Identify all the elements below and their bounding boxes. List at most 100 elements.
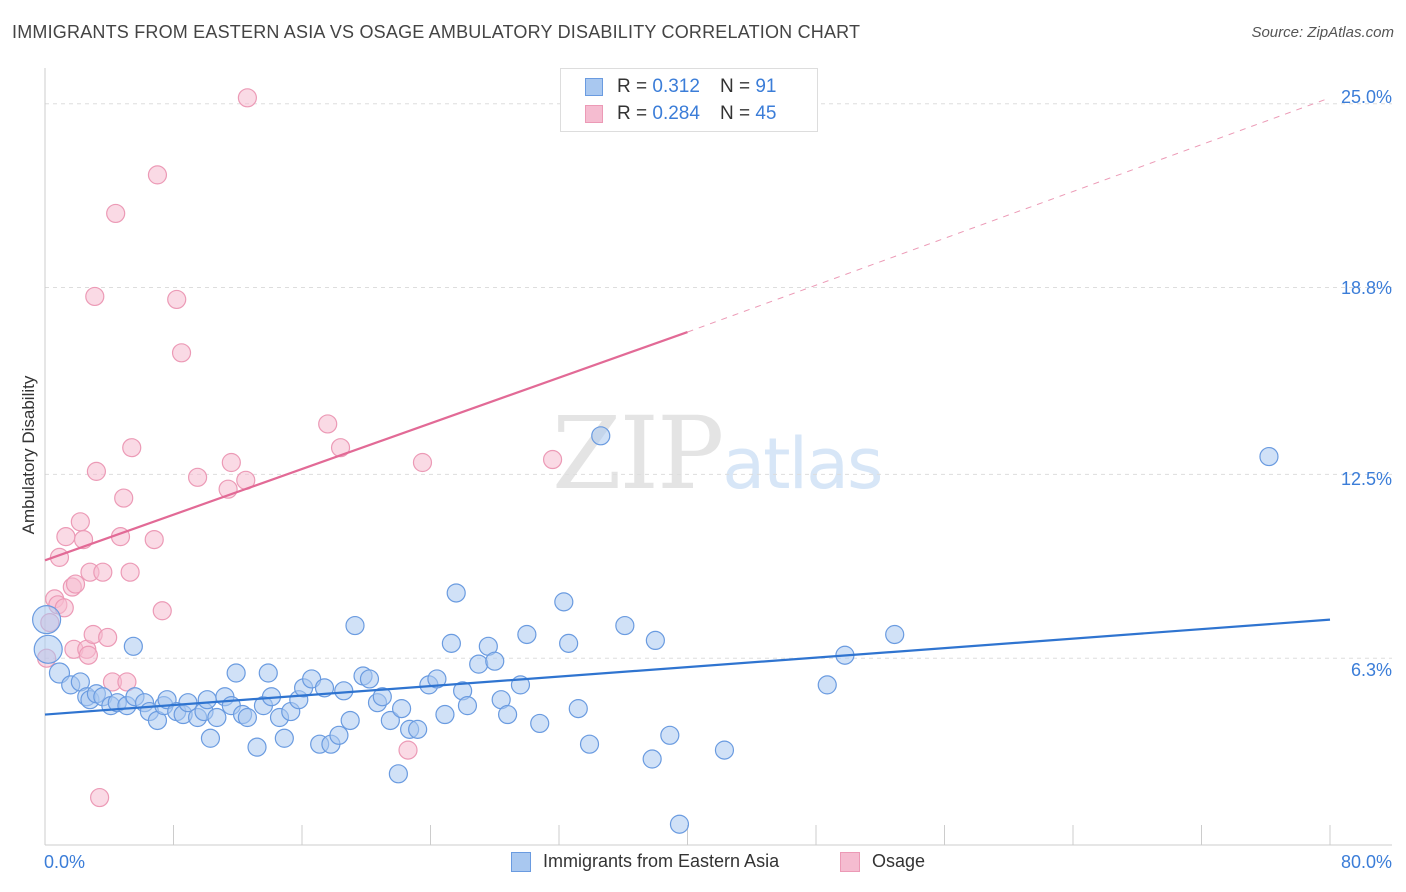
eastern-asia-point — [247, 737, 267, 757]
eastern-asia-point — [660, 725, 680, 745]
eastern-asia-point — [32, 605, 62, 635]
legend-row-eastern-asia: R = 0.312 N = 91 — [585, 75, 776, 99]
osage-point — [398, 740, 418, 760]
bottom-legend-swatch-blue — [511, 851, 531, 872]
osage-point — [85, 286, 105, 307]
y-tick-label-18-8: 18.8% — [1340, 278, 1392, 298]
eastern-asia-point — [441, 633, 461, 653]
eastern-asia-point — [446, 583, 466, 603]
eastern-asia-point — [197, 690, 217, 710]
eastern-asia-point — [237, 707, 257, 728]
x-tick-label-min: 0.0% — [44, 852, 86, 872]
eastern-asia-point — [334, 681, 354, 701]
legend-r-value: 0.312 — [652, 76, 700, 97]
eastern-asia-point — [427, 669, 447, 689]
osage-point — [56, 527, 76, 547]
eastern-asia-point — [123, 636, 143, 656]
bottom-legend-label-eastern-asia: Immigrants from Eastern Asia — [543, 851, 780, 871]
osage-point — [93, 562, 113, 582]
osage-point — [70, 512, 90, 532]
eastern-asia-point — [530, 713, 550, 734]
bottom-legend-label-osage: Osage — [872, 851, 926, 871]
eastern-asia-point — [714, 740, 735, 760]
osage-point — [147, 165, 168, 185]
eastern-asia-point — [200, 728, 221, 748]
eastern-asia-point — [359, 669, 380, 689]
eastern-asia-point — [559, 633, 579, 653]
osage-point — [86, 461, 107, 481]
correlation-legend: R = 0.312 N = 91 R = 0.284 N = 45 — [560, 68, 818, 132]
eastern-asia-point — [345, 615, 365, 636]
watermark-zip: ZIP — [552, 395, 724, 512]
legend-n-value: 45 — [755, 103, 777, 124]
osage-point — [542, 449, 563, 470]
eastern-asia-point — [885, 624, 905, 645]
bottom-legend-eastern-asia: Immigrants from Eastern Asia — [511, 851, 779, 872]
eastern-asia-trend-line — [44, 618, 1331, 716]
eastern-asia-point — [579, 734, 600, 754]
eastern-asia-point — [517, 624, 537, 645]
eastern-asia-point — [469, 654, 489, 674]
osage-point — [98, 627, 118, 648]
eastern-asia-point — [498, 704, 518, 725]
eastern-asia-point — [669, 814, 690, 834]
eastern-asia-point — [591, 426, 611, 446]
y-tick-label-6-3: 6.3% — [1350, 660, 1392, 680]
eastern-asia-point — [329, 725, 349, 745]
x-tick-label-max: 80.0% — [1340, 852, 1392, 872]
eastern-asia-point — [258, 663, 278, 683]
eastern-asia-point — [1259, 446, 1279, 467]
eastern-asia-point — [554, 592, 574, 612]
osage-point — [65, 574, 86, 594]
osage-point — [187, 467, 208, 487]
osage-point — [90, 787, 110, 808]
legend-n-label: N = — [719, 103, 751, 124]
legend-r-label: R = — [617, 76, 648, 97]
osage-point — [221, 452, 241, 473]
eastern-asia-point — [380, 710, 400, 731]
osage-point — [144, 529, 164, 550]
eastern-asia-point — [435, 704, 455, 725]
legend-swatch-blue — [585, 78, 603, 96]
eastern-asia-point — [408, 719, 428, 739]
eastern-asia-point — [207, 707, 227, 728]
eastern-asia-point — [485, 651, 505, 671]
osage-point — [152, 601, 172, 621]
eastern-asia-point — [457, 696, 478, 716]
eastern-asia-point — [615, 615, 635, 636]
osage-trend-extension — [687, 97, 1331, 333]
osage-point — [330, 438, 351, 458]
legend-swatch-pink — [585, 105, 603, 123]
y-tick-label-12-5: 12.5% — [1340, 469, 1392, 489]
watermark-atlas: atlas — [722, 423, 883, 505]
bottom-legend-osage: Osage — [840, 851, 925, 872]
y-axis-label: Ambulatory Disability — [19, 375, 38, 535]
eastern-asia-point — [314, 678, 335, 698]
osage-point — [412, 452, 433, 473]
eastern-asia-point — [568, 699, 588, 719]
eastern-asia-point — [340, 710, 360, 731]
osage-point — [114, 488, 134, 508]
osage-point — [122, 438, 142, 458]
osage-point — [78, 645, 98, 665]
legend-n-value: 91 — [755, 76, 777, 97]
osage-point — [117, 672, 137, 692]
osage-point — [54, 598, 74, 618]
y-tick-label-25-0: 25.0% — [1340, 87, 1392, 107]
osage-point — [106, 203, 126, 224]
eastern-asia-point — [372, 687, 392, 707]
osage-point — [167, 289, 187, 310]
eastern-asia-point — [817, 675, 837, 695]
eastern-asia-point — [33, 634, 63, 664]
osage-point — [237, 88, 257, 108]
chart-source: Source: ZipAtlas.com — [1251, 24, 1394, 41]
eastern-asia-point — [645, 630, 665, 651]
osage-point — [171, 343, 192, 363]
osage-point — [120, 562, 140, 582]
eastern-asia-point — [226, 663, 246, 683]
chart-title: IMMIGRANTS FROM EASTERN ASIA VS OSAGE AM… — [12, 22, 861, 42]
watermark: ZIPatlas — [552, 395, 883, 512]
eastern-asia-point — [274, 728, 294, 748]
osage-point — [318, 414, 338, 434]
